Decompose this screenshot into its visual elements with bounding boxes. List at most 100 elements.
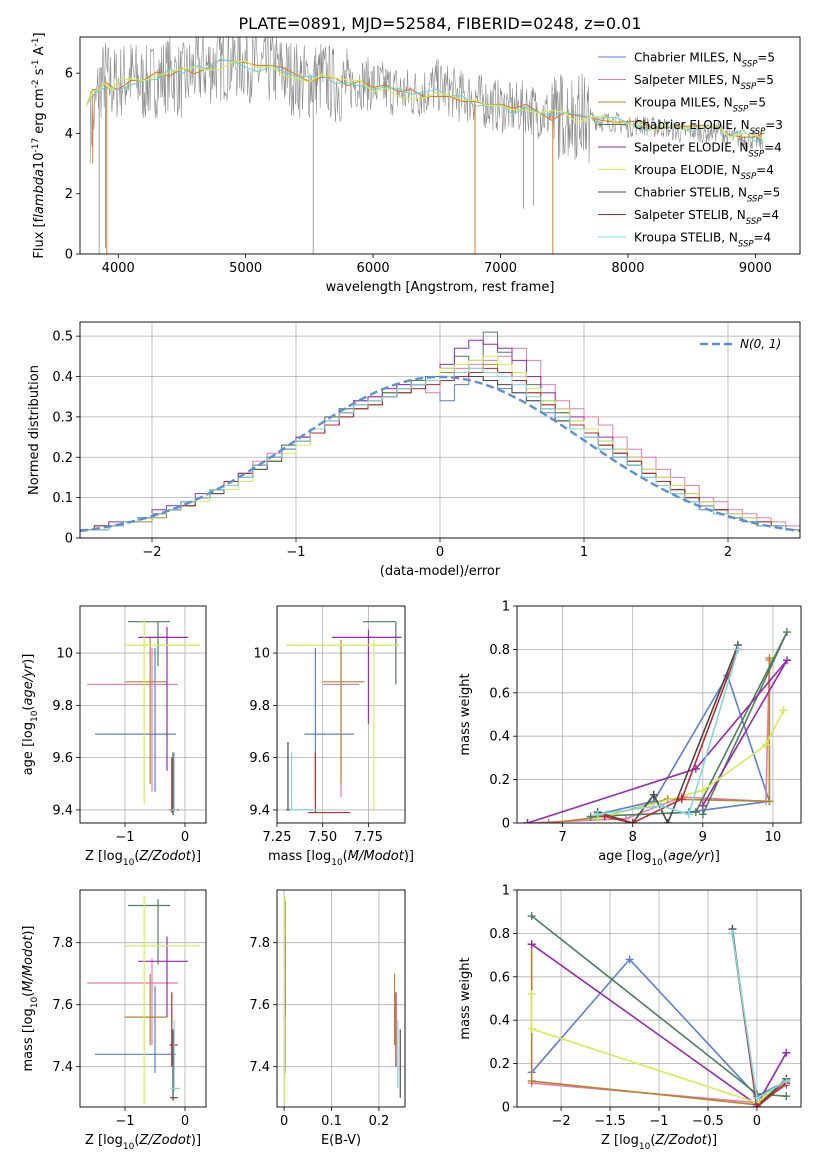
mass-weight-line [527, 659, 788, 823]
x-axis-label: mass [log10(M/Modot)] [268, 849, 414, 868]
residual-histogram-panel: −2 −1 0 1 2 0 0.1 0.2 0.3 0.4 0.5 (data-model)/erro… [27, 321, 801, 579]
x-tick-label: 0 [436, 545, 444, 560]
plot-area [527, 912, 791, 1107]
x-tick-label: −0.5 [692, 1114, 724, 1129]
legend-entry: Salpeter MILES, NSSP=5 [634, 73, 774, 92]
x-tick-label: 9 [699, 830, 707, 845]
mass-weight-marker [782, 1048, 791, 1057]
x-axis-label: wavelength [Angstrom, rest frame] [326, 280, 555, 295]
x-tick-label: −2 [551, 1114, 570, 1129]
mass-weight-marker [593, 810, 602, 819]
y-tick-label: 0.3 [52, 410, 73, 425]
mass-weight-marker [698, 786, 707, 795]
y-tick-label: 7.6 [249, 998, 270, 1013]
x-tick-label: 0.2 [369, 1114, 390, 1129]
plot-area [85, 37, 765, 254]
x-tick-label: 7.25 [263, 830, 292, 845]
mass-weight-marker [782, 628, 791, 637]
mass-weight-marker [782, 656, 791, 665]
residual-histogram-step [80, 355, 800, 538]
legend-entry: Chabrier STELIB, NSSP=5 [634, 186, 780, 205]
legend-entry: Salpeter ELODIE, NSSP=4 [634, 141, 782, 160]
x-tick-label: −1 [115, 1114, 134, 1129]
y-tick-label: 9.8 [249, 699, 270, 714]
x-tick-label: 1 [580, 545, 588, 560]
legend-entry: Kroupa STELIB, NSSP=4 [634, 231, 771, 250]
y-tick-label: 0.8 [489, 927, 510, 942]
y-tick-label: 0 [65, 532, 73, 547]
mass-weight-marker [527, 1024, 536, 1033]
figure-title: PLATE=0891, MJD=52584, FIBERID=0248, z=0… [238, 14, 641, 33]
age-vs-mass-panel: 7.25 7.50 7.75 9.4 9.6 9.8 10 mass [log10(M/Mod… [249, 605, 414, 868]
x-tick-label: 4000 [102, 261, 135, 276]
x-tick-label: 8000 [611, 261, 644, 276]
mass-weight-marker [761, 740, 770, 749]
mass-weight-marker [544, 819, 553, 823]
x-tick-label: 0.1 [321, 1114, 342, 1129]
x-tick-label: 7.50 [308, 830, 337, 845]
legend-entry: N(0, 1) [740, 337, 781, 351]
mass-weight-marker [698, 801, 707, 810]
y-tick-label: 7.8 [52, 936, 73, 951]
x-tick-label: 5000 [229, 261, 262, 276]
x-axis-label: Z [log10(Z/Zodot)] [85, 1133, 201, 1152]
y-tick-label: 0 [502, 1101, 510, 1116]
mass-weight-marker [733, 645, 742, 654]
x-axis-label: Z [log10(Z/Zodot)] [85, 849, 201, 868]
spectrum-panel: 4000 5000 6000 7000 8000 9000 0 2 4 6 wavelength [… [31, 32, 801, 295]
y-tick-label: 7.4 [249, 1060, 270, 1075]
y-tick-label: 7.4 [52, 1060, 73, 1075]
y-axis-label: age [log10(age/yr)] [21, 654, 40, 776]
y-tick-label: 0.4 [52, 370, 73, 385]
y-tick-label: 7.6 [52, 998, 73, 1013]
axes-frame [79, 605, 207, 824]
x-tick-label: 6000 [357, 261, 390, 276]
mass-weight-line [590, 631, 788, 818]
y-axis-label: Normed distribution [27, 365, 42, 495]
x-axis-label: Z [log10(Z/Zodot)] [601, 1133, 717, 1152]
mass-weight-marker [663, 819, 672, 823]
plot-area [283, 896, 401, 1104]
axes-frame [79, 889, 207, 1108]
mass-weight-marker [677, 795, 686, 804]
y-axis-label: mass [log10(M/Modot)] [21, 926, 40, 1072]
x-tick-label: 0 [181, 1114, 189, 1129]
y-tick-label: 7.8 [249, 936, 270, 951]
x-tick-label: 10 [765, 830, 782, 845]
mass-weight-marker [728, 929, 737, 938]
y-tick-label: 0.6 [489, 970, 510, 985]
x-tick-label: 8 [629, 830, 637, 845]
y-axis-label: Flux [flambda10-17 erg cm-2 s-1 A-1] [31, 32, 47, 258]
axes-frame [516, 605, 802, 824]
mass-weight-marker [765, 797, 774, 806]
mass-weight-marker [527, 940, 536, 949]
x-axis-label: (data-model)/error [380, 564, 501, 579]
x-tick-label: −2 [142, 545, 161, 560]
mass-weight-marker [779, 706, 788, 715]
x-tick-label: 9000 [739, 261, 772, 276]
y-tick-label: 10 [56, 647, 73, 662]
y-tick-label: 0.2 [489, 773, 510, 788]
mass-weight-line [597, 709, 785, 820]
y-tick-label: 9.6 [249, 751, 270, 766]
y-tick-label: 9.8 [52, 699, 73, 714]
legend-entry: Salpeter STELIB, NSSP=4 [634, 208, 779, 227]
y-tick-label: 0.1 [52, 491, 73, 506]
axes-frame [276, 605, 406, 824]
mass-weight-line [597, 649, 739, 816]
mass-weight-line [530, 994, 787, 1104]
y-axis-label: mass weight [458, 957, 473, 1039]
y-tick-label: 9.4 [249, 803, 270, 818]
y-tick-label: 1 [502, 884, 510, 899]
mass-weight-marker [691, 808, 700, 817]
x-tick-label: 2 [724, 545, 732, 560]
mass-weight-line [604, 649, 739, 823]
mass-weight-marker [752, 1094, 761, 1103]
mass-weight-marker [782, 1092, 791, 1101]
mass-vs-metallicity-panel: −1 0 7.4 7.6 7.8 Z [log10(Z/Zodot)] mass [log1… [21, 889, 207, 1152]
y-tick-label: 0.8 [489, 643, 510, 658]
mass-weight-marker [782, 1076, 791, 1085]
y-tick-label: 0.4 [489, 1014, 510, 1029]
model-spectrum-line [85, 59, 765, 138]
plot-area [523, 628, 791, 823]
